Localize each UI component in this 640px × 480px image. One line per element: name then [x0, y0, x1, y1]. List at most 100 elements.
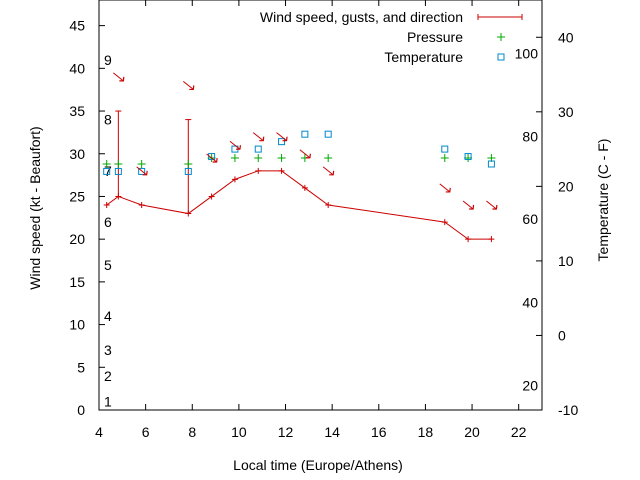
fahrenheit-scale: 20 40 60 80 100	[515, 46, 539, 394]
wind-speed-point	[255, 167, 262, 174]
fahrenheit-label: 80	[522, 128, 538, 144]
wind-direction-arrowhead	[212, 157, 218, 163]
y-tick-label: 45	[69, 18, 85, 34]
temperature-point	[138, 167, 146, 175]
wind-direction-arrow	[299, 149, 311, 159]
beaufort-scale: 1 2 3 4 5 6 7 8 9	[104, 52, 112, 410]
wind-direction-arrow	[322, 166, 334, 176]
legend-label-pressure: Pressure	[407, 29, 463, 45]
plot-area	[98, 0, 543, 411]
x-axis-label: Local time (Europe/Athens)	[233, 457, 403, 473]
wind-direction-arrowhead	[492, 204, 498, 210]
y2-tick-label: 0	[558, 327, 566, 343]
y-tick-label: 30	[69, 146, 85, 162]
beaufort-label: 9	[104, 52, 112, 68]
wind-series	[103, 110, 495, 243]
beaufort-label: 1	[104, 393, 112, 409]
wind-direction-arrows	[113, 72, 498, 210]
pressure-point	[102, 160, 111, 168]
temperature-point	[103, 167, 111, 175]
y2-tick-label: -10	[558, 402, 578, 418]
pressure-point	[324, 154, 333, 163]
wind-speed-point	[465, 236, 472, 243]
temperature-point	[208, 153, 216, 161]
wind-speed-point	[325, 202, 332, 208]
wind-direction-arrow	[113, 72, 124, 82]
beaufort-label: 6	[104, 214, 112, 230]
y-tick-label: 40	[69, 60, 85, 76]
temperature-point	[464, 153, 472, 161]
wind-speed-point	[231, 176, 238, 183]
temperature-point	[184, 167, 192, 175]
wind-direction-arrowhead	[329, 170, 335, 176]
temperature-point	[487, 160, 495, 168]
beaufort-label: 4	[104, 308, 112, 324]
legend: Wind speed, gusts, and direction Pressur…	[260, 9, 523, 65]
legend-label-temperature: Temperature	[384, 49, 463, 65]
pressure-point	[137, 160, 146, 168]
wind-direction-arrowhead	[282, 136, 288, 142]
wind-direction-arrowhead	[259, 136, 265, 142]
fahrenheit-label: 20	[522, 377, 538, 393]
y2-tick-label: 30	[558, 104, 574, 120]
beaufort-label: 8	[104, 112, 112, 128]
fahrenheit-label: 40	[522, 295, 538, 311]
x-tick-label: 14	[324, 424, 340, 440]
fahrenheit-label: 100	[515, 46, 539, 62]
x-tick-label: 16	[371, 424, 387, 440]
y2-tick-label: 20	[558, 178, 574, 194]
temperature-point	[301, 130, 309, 138]
beaufort-label: 2	[104, 368, 112, 384]
wind-speed-point	[441, 219, 448, 226]
y2-axis-label: Temperature (C - F)	[595, 139, 611, 262]
wind-direction-arrowhead	[445, 187, 451, 193]
wind-direction-arrow	[276, 132, 287, 142]
y-tick-label: 0	[77, 402, 85, 418]
wind-speed-point	[278, 167, 285, 174]
y2-tick-label: 40	[558, 29, 574, 45]
wind-direction-arrow	[252, 132, 264, 142]
wind-direction-arrowhead	[119, 76, 125, 82]
wind-direction-arrowhead	[142, 170, 148, 176]
beaufort-label: 5	[104, 257, 112, 273]
legend-label-wind: Wind speed, gusts, and direction	[260, 9, 463, 25]
beaufort-label: 7	[104, 163, 112, 179]
wind-direction-arrow	[486, 200, 497, 210]
wind-direction-arrowhead	[189, 85, 195, 91]
wind-direction-arrow	[462, 200, 474, 210]
x-tick-label: 18	[418, 424, 434, 440]
pressure-point	[277, 154, 286, 163]
wind-speed-point	[103, 202, 110, 208]
pressure-point	[230, 154, 239, 163]
x-tick-label: 4	[95, 424, 103, 440]
y-tick-label: 35	[69, 103, 85, 119]
x-tick-label: 20	[464, 424, 480, 440]
legend-swatch-temperature	[497, 53, 505, 61]
pressure-point	[254, 154, 263, 163]
wind-direction-arrow	[229, 140, 241, 150]
wind-direction-arrowhead	[469, 204, 475, 210]
fahrenheit-label: 60	[522, 211, 538, 227]
y-tick-label: 25	[69, 188, 85, 204]
wind-speed-point	[138, 202, 145, 208]
temperature-point	[441, 145, 449, 153]
y-axis-label: Wind speed (kt - Beaufort)	[27, 126, 43, 289]
y-tick-label: 5	[77, 359, 85, 375]
x-tick-label: 22	[511, 424, 527, 440]
wind-direction-arrow	[439, 183, 451, 193]
wind-direction-arrow	[136, 166, 147, 176]
temperature-point	[278, 138, 286, 146]
y2-tick-label: 10	[558, 253, 574, 269]
wind-direction-arrowhead	[235, 145, 242, 150]
wind-speed-point	[301, 184, 308, 191]
ticks-layer: 4 6 8 10 12 14 16 18 20 22051015202530354045-1001…	[69, 0, 578, 440]
temperature-series	[103, 130, 495, 175]
y-tick-label: 15	[69, 274, 85, 290]
x-tick-label: 8	[188, 424, 196, 440]
wind-direction-arrow	[206, 153, 217, 163]
wind-speed-point	[488, 236, 495, 243]
y-tick-label: 10	[69, 317, 85, 333]
x-tick-label: 12	[278, 424, 294, 440]
legend-swatch-pressure	[497, 33, 505, 41]
